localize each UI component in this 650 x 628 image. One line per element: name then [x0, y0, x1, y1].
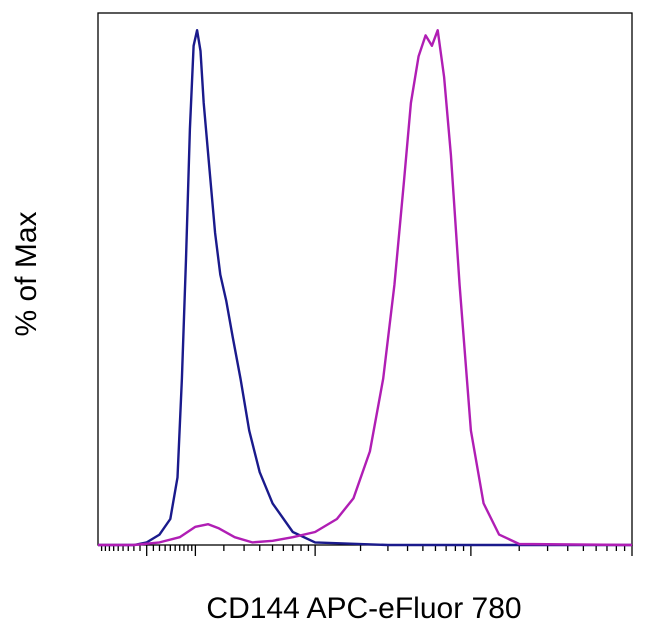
series-line-1: [98, 29, 632, 547]
x-axis-label: CD144 APC-eFluor 780: [206, 592, 521, 625]
series-line-2: [98, 29, 633, 547]
x-axis-ticks: [100, 545, 633, 556]
y-axis-label: % of Max: [10, 211, 43, 336]
series-layer: [98, 29, 633, 547]
